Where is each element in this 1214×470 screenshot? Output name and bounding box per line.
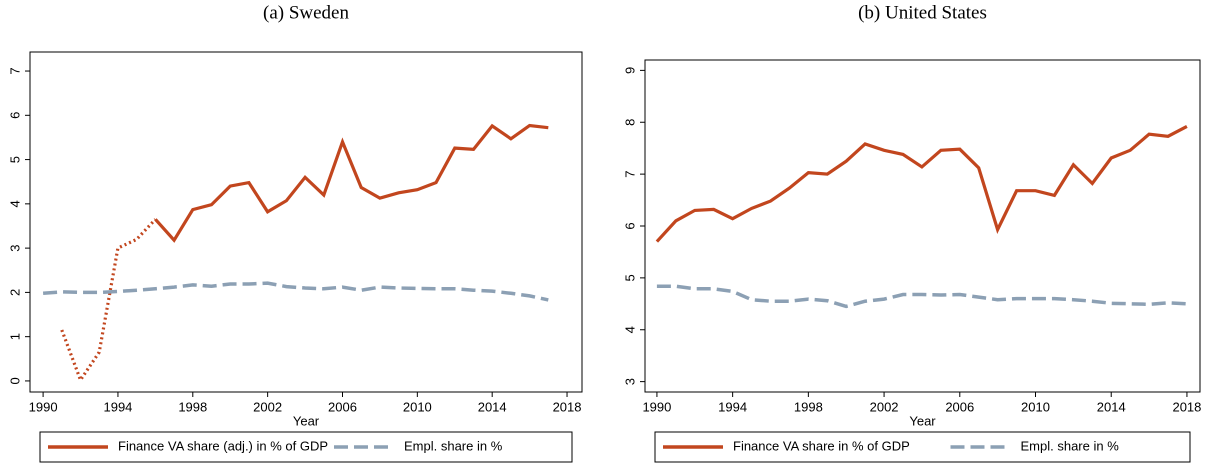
y-tick-label: 6 xyxy=(7,112,22,119)
x-tick-label: 1990 xyxy=(29,399,58,414)
x-tick-label: 2010 xyxy=(403,399,432,414)
y-tick-label: 7 xyxy=(7,67,22,74)
legend-label: Finance VA share (adj.) in % of GDP xyxy=(118,438,328,453)
legend-label: Empl. share in % xyxy=(404,438,503,453)
x-tick-label: 2014 xyxy=(478,399,507,414)
series-line xyxy=(42,281,549,302)
series-line-dotted xyxy=(60,218,157,384)
y-tick-label: 6 xyxy=(622,222,637,229)
legend xyxy=(39,431,573,463)
y-tick-label: 8 xyxy=(622,119,637,126)
x-tick-label: 2006 xyxy=(328,399,357,414)
x-tick-label: 2002 xyxy=(870,399,899,414)
legend-label: Finance VA share in % of GDP xyxy=(733,438,910,453)
chart-title: (b) United States xyxy=(858,2,987,23)
series-line xyxy=(656,284,1187,309)
x-tick-label: 1990 xyxy=(642,399,671,414)
x-tick-label: 2018 xyxy=(1172,399,1201,414)
plot-frame xyxy=(29,51,583,393)
x-axis-label: Year xyxy=(293,413,320,428)
y-tick-label: 4 xyxy=(622,326,637,333)
x-tick-label: 2006 xyxy=(945,399,974,414)
x-tick-label: 2014 xyxy=(1097,399,1126,414)
x-tick-label: 1994 xyxy=(103,399,132,414)
y-tick-label: 9 xyxy=(622,67,637,74)
y-tick-label: 5 xyxy=(7,156,22,163)
legend xyxy=(654,431,1191,463)
y-tick-label: 0 xyxy=(7,377,22,384)
chart-title: (a) Sweden xyxy=(263,2,349,23)
x-tick-label: 2010 xyxy=(1021,399,1050,414)
legend-label: Empl. share in % xyxy=(1021,438,1120,453)
x-tick-label: 1998 xyxy=(794,399,823,414)
y-tick-label: 7 xyxy=(622,171,637,178)
x-tick-label: 1998 xyxy=(178,399,207,414)
series-line xyxy=(655,124,1188,243)
y-tick-label: 5 xyxy=(622,274,637,281)
x-axis-label: Year xyxy=(909,413,936,428)
y-tick-label: 1 xyxy=(7,333,22,340)
y-tick-label: 3 xyxy=(7,245,22,252)
y-tick-label: 3 xyxy=(622,378,637,385)
y-tick-label: 4 xyxy=(7,200,22,207)
plot-frame xyxy=(644,59,1201,393)
series-line xyxy=(154,123,549,243)
y-tick-label: 2 xyxy=(7,289,22,296)
x-tick-label: 1994 xyxy=(718,399,747,414)
x-tick-label: 2002 xyxy=(253,399,282,414)
x-tick-label: 2018 xyxy=(553,399,582,414)
